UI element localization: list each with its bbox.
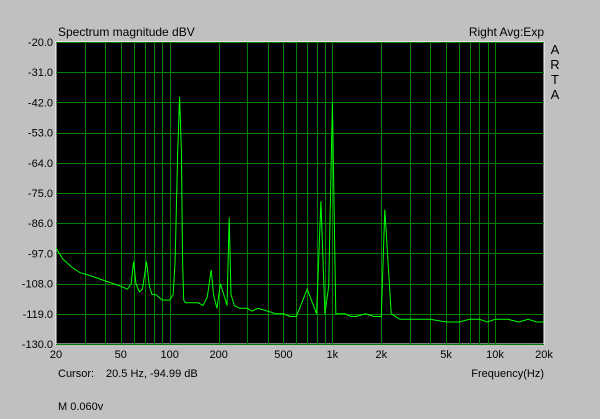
- x-tick-label: 500: [274, 349, 292, 361]
- spectrum-trace: [55, 96, 544, 323]
- x-tick-label: 20: [50, 349, 62, 361]
- channel-label: Right Avg:Exp: [468, 25, 544, 39]
- cursor-readout: 20.5 Hz, -94.99 dB: [106, 368, 198, 380]
- x-tick-label: 50: [115, 349, 127, 361]
- x-tick-label: 20k: [535, 349, 553, 361]
- y-tick-label: -42.0: [28, 97, 53, 109]
- y-tick-label: -75.0: [28, 188, 53, 200]
- y-tick-label: -97.0: [28, 248, 53, 260]
- side-letter: A: [550, 42, 560, 57]
- y-tick-label: -64.0: [28, 158, 53, 170]
- y-tick-label: -53.0: [28, 128, 53, 140]
- chart-title: Spectrum magnitude dBV: [58, 25, 195, 39]
- status-text: M 0.060v: [58, 401, 104, 413]
- y-tick-label: -86.0: [28, 218, 53, 230]
- x-tick-label: 200: [209, 349, 227, 361]
- side-letter: R: [550, 57, 560, 72]
- y-tick-label: -20.0: [28, 37, 53, 49]
- x-tick-label: 5k: [440, 349, 452, 361]
- y-tick-label: -108.0: [22, 279, 53, 291]
- x-tick-label: 10k: [486, 349, 504, 361]
- x-tick-label: 100: [161, 349, 179, 361]
- y-tick-label: -119.0: [23, 309, 53, 321]
- y-tick-label: -130.0: [22, 339, 53, 351]
- cursor-label: Cursor:: [58, 368, 95, 380]
- y-tick-label: -31.0: [28, 67, 53, 79]
- side-letter: A: [550, 87, 560, 102]
- x-tick-label: 1k: [327, 349, 339, 361]
- x-axis-label: Frequency(Hz): [471, 368, 544, 380]
- side-letter: T: [551, 72, 559, 87]
- x-tick-label: 2k: [376, 349, 388, 361]
